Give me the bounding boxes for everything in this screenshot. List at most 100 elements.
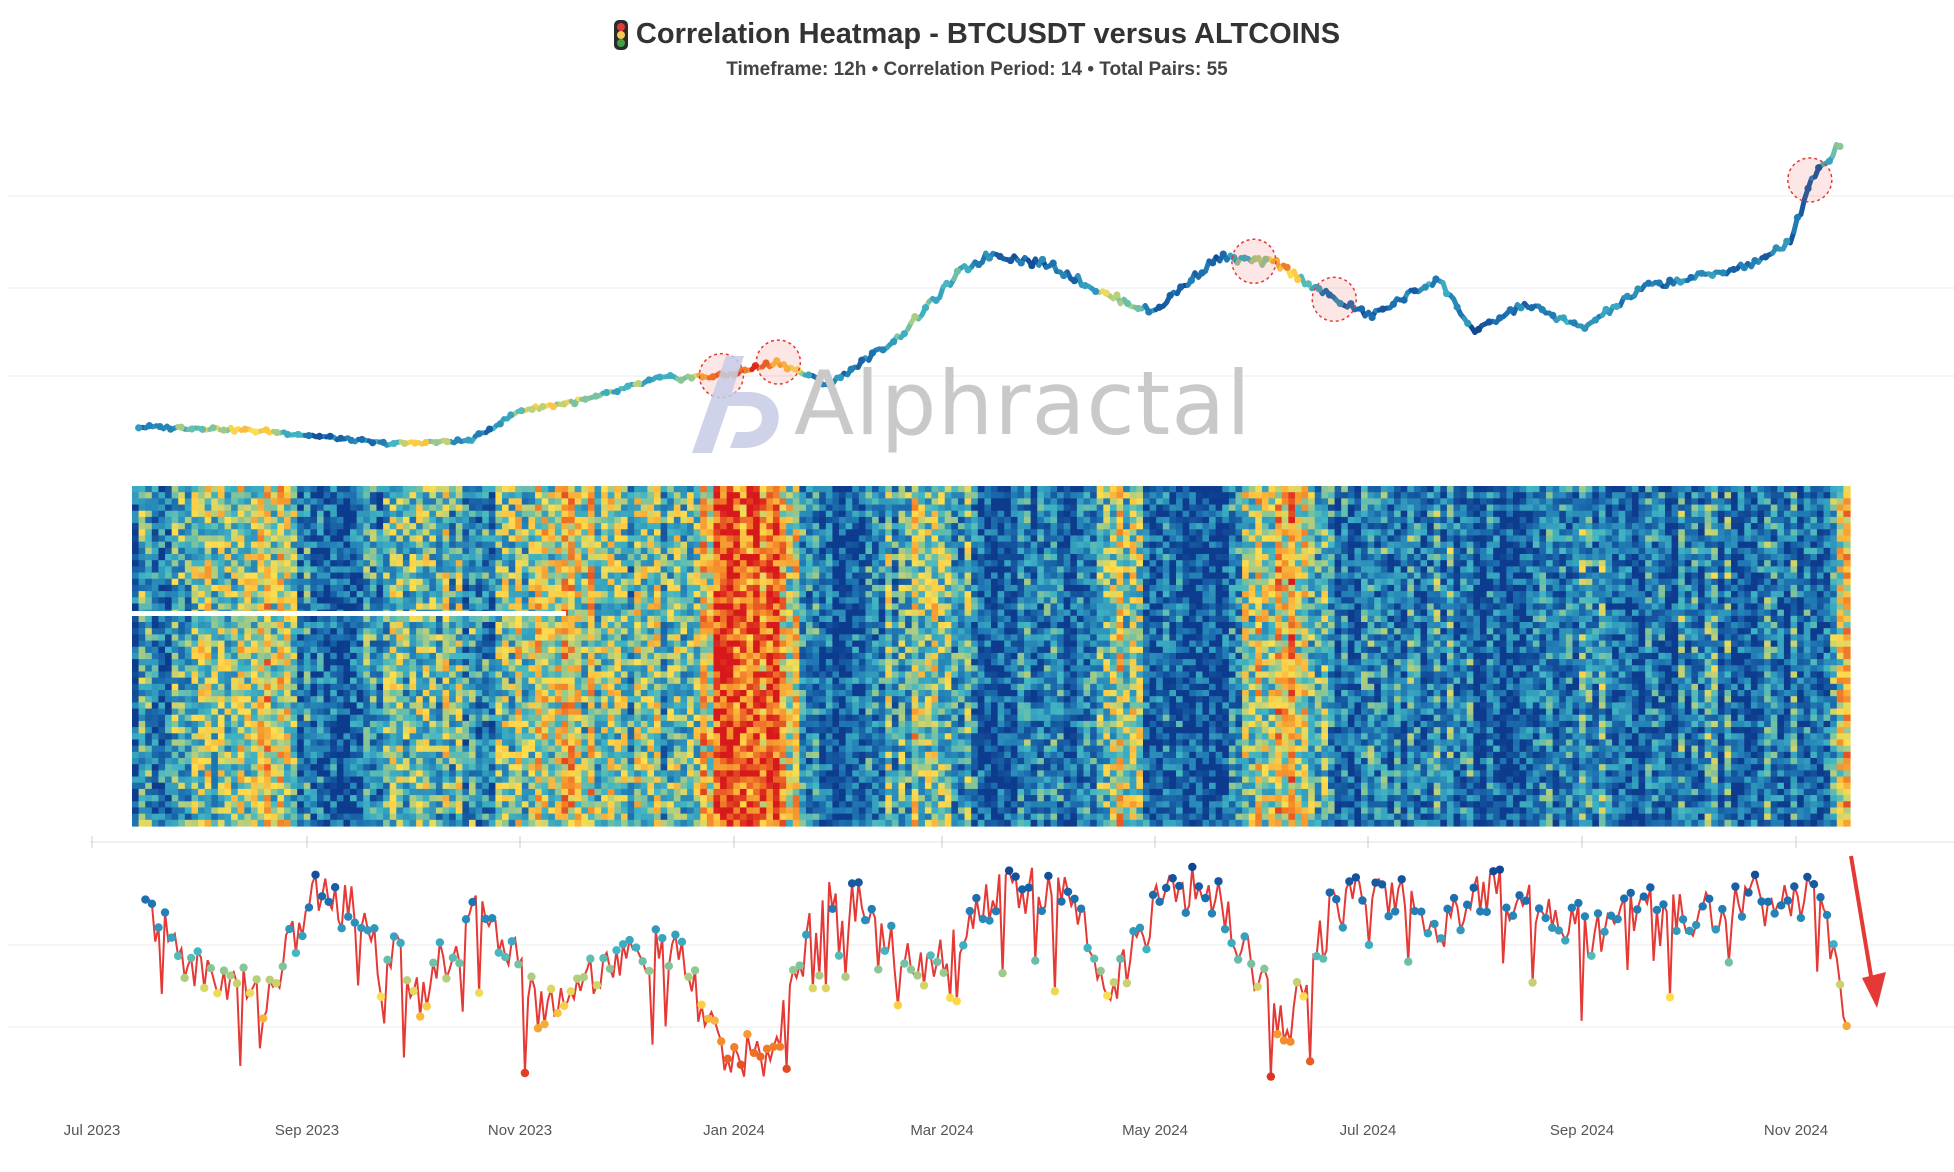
heatmap-cell xyxy=(184,510,193,518)
heatmap-cell xyxy=(231,535,239,543)
price-point xyxy=(1219,250,1227,258)
heatmap-cell xyxy=(535,523,543,530)
heatmap-cell xyxy=(502,591,510,598)
heatmap-cell xyxy=(350,782,358,790)
heatmap-cell xyxy=(330,751,338,759)
heatmap-cell xyxy=(468,622,477,629)
heatmap-cell xyxy=(620,609,629,617)
heatmap-cell xyxy=(409,566,417,574)
heatmap-cell xyxy=(515,813,523,821)
heatmap-cell xyxy=(468,764,477,771)
heatmap-cell xyxy=(640,751,648,759)
heatmap-cell xyxy=(165,795,173,802)
heatmap-cell xyxy=(647,535,655,543)
heatmap-cell xyxy=(568,764,576,771)
heatmap-cell xyxy=(594,523,602,530)
heatmap-cell xyxy=(594,492,602,499)
heatmap-cell xyxy=(217,770,226,778)
heatmap-cell xyxy=(554,498,563,506)
heatmap-cell xyxy=(502,597,510,605)
heatmap-cell xyxy=(158,714,166,722)
heatmap-cell xyxy=(191,813,199,821)
heatmap-cell xyxy=(402,535,411,543)
heatmap-cell xyxy=(521,807,530,815)
heatmap-cell xyxy=(541,720,549,728)
heatmap-cell xyxy=(634,492,642,499)
heatmap-cell xyxy=(640,504,648,512)
heatmap-cell xyxy=(640,510,648,518)
heatmap-cell xyxy=(535,529,543,537)
heatmap-cell xyxy=(178,652,186,660)
heatmap-cell xyxy=(330,554,338,561)
heatmap-cell xyxy=(376,622,384,629)
heatmap-cell xyxy=(145,727,153,734)
heatmap-cell xyxy=(244,677,252,685)
heatmap-cell xyxy=(198,634,206,642)
heatmap-cell xyxy=(482,504,490,512)
heatmap-cell xyxy=(250,696,259,703)
heatmap-cell xyxy=(488,591,497,598)
heatmap-cell xyxy=(402,677,411,685)
heatmap-cell xyxy=(548,572,556,580)
heatmap-cell xyxy=(488,714,497,722)
heatmap-cell xyxy=(323,727,331,734)
heatmap-cell xyxy=(594,696,602,703)
heatmap-cell xyxy=(587,560,596,567)
heatmap-cell xyxy=(462,541,470,549)
heatmap-cell xyxy=(310,516,318,524)
heatmap-cell xyxy=(132,788,140,796)
heatmap-cell xyxy=(528,720,536,728)
heatmap-cell xyxy=(554,584,563,592)
heatmap-cell xyxy=(581,615,589,623)
heatmap-cell xyxy=(310,782,318,790)
heatmap-cell xyxy=(396,764,404,771)
heatmap-cell xyxy=(627,646,635,654)
heatmap-cell xyxy=(640,770,648,778)
heatmap-cell xyxy=(363,739,371,747)
heatmap-cell xyxy=(541,702,549,710)
heatmap-cell xyxy=(640,560,648,567)
heatmap-cell xyxy=(455,745,463,753)
heatmap-cell xyxy=(515,504,523,512)
heatmap-cell xyxy=(620,535,629,543)
heatmap-cell xyxy=(475,622,483,629)
heatmap-cell xyxy=(231,652,239,660)
heatmap-cell xyxy=(165,739,173,747)
heatmap-cell xyxy=(145,615,153,623)
heatmap-cell xyxy=(449,622,457,629)
heatmap-cell xyxy=(165,541,173,549)
heatmap-cell xyxy=(290,702,298,710)
heatmap-cell xyxy=(541,572,549,580)
heatmap-cell xyxy=(548,739,556,747)
price-point xyxy=(1347,300,1355,308)
heatmap-cell xyxy=(330,708,338,716)
heatmap-cell xyxy=(297,634,305,642)
heatmap-cell xyxy=(336,776,345,784)
heatmap-cell xyxy=(350,560,358,567)
heatmap-cell xyxy=(508,603,516,611)
heatmap-cell xyxy=(184,739,193,747)
heatmap-cell xyxy=(310,597,318,605)
heatmap-cell xyxy=(455,665,463,673)
heatmap-cell xyxy=(495,745,503,753)
heatmap-cell xyxy=(184,516,193,524)
heatmap-cell xyxy=(409,739,417,747)
heatmap-cell xyxy=(449,677,457,685)
heatmap-cell xyxy=(541,634,549,642)
heatmap-cell xyxy=(389,702,397,710)
heatmap-cell xyxy=(237,523,245,530)
heatmap-cell xyxy=(171,523,179,530)
heatmap-cell xyxy=(184,541,193,549)
heatmap-cell xyxy=(601,795,609,802)
heatmap-cell xyxy=(574,782,582,790)
heatmap-cell xyxy=(283,739,292,747)
heatmap-cell xyxy=(574,498,582,506)
heatmap-cell xyxy=(482,578,490,586)
heatmap-cell xyxy=(548,782,556,790)
heatmap-cell xyxy=(323,764,331,771)
heatmap-cell xyxy=(356,622,364,629)
heatmap-cell xyxy=(627,702,635,710)
heatmap-cell xyxy=(574,504,582,512)
heatmap-cell xyxy=(607,770,615,778)
heatmap-cell xyxy=(561,498,569,506)
